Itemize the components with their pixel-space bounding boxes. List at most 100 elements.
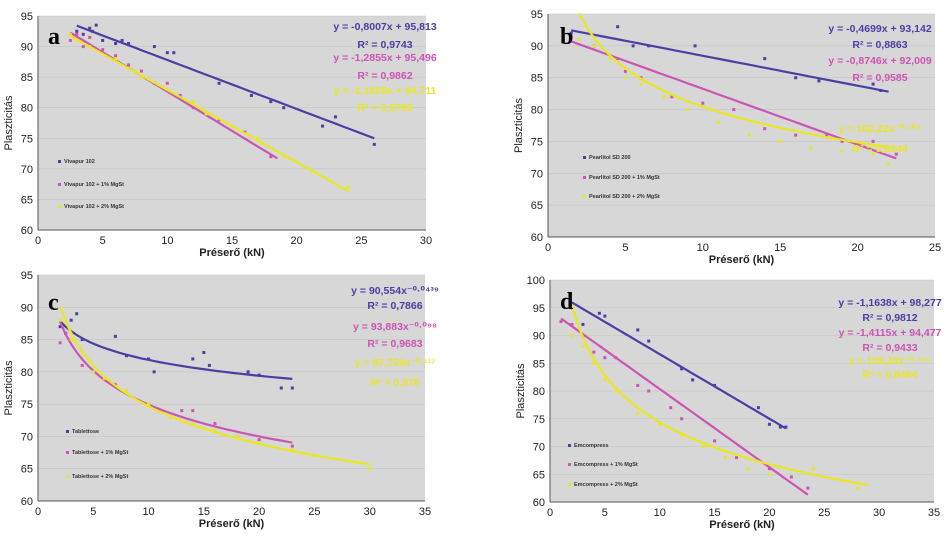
data-point xyxy=(794,76,798,80)
legend-label: Emcompress + 2% MgSt xyxy=(574,482,638,488)
legend-marker xyxy=(568,444,571,447)
data-point xyxy=(658,422,662,426)
equation-label: y = 102,22x⁻⁰·¹⁰⁴ xyxy=(839,123,922,135)
data-point xyxy=(124,389,128,393)
data-point xyxy=(747,133,751,137)
trendline xyxy=(76,24,375,140)
data-point xyxy=(577,37,581,41)
data-point xyxy=(165,51,169,55)
y-tick-label: 85 xyxy=(531,73,543,85)
y-tick-label: 70 xyxy=(21,164,33,176)
y-axis-label-c: Plaszticitás xyxy=(3,360,15,416)
y-tick-label: 85 xyxy=(21,72,33,84)
trendline xyxy=(560,317,809,496)
panel-c: 60 65 70 75 80 85 90 95 0 5 10 15 20 25 30 35 Préserő (k… xyxy=(3,270,439,530)
y-tick-label: 95 xyxy=(533,303,545,315)
trendline xyxy=(570,304,869,487)
data-point xyxy=(282,106,286,110)
data-point xyxy=(290,444,294,448)
r-squared-label: R² = 0,8863 xyxy=(852,39,907,51)
data-point xyxy=(101,38,105,42)
panel-letter-d: d xyxy=(560,289,574,315)
r-squared-label: R² = 0,9743 xyxy=(357,39,412,51)
data-point xyxy=(165,81,169,85)
data-point xyxy=(139,69,143,73)
y-tick-label: 80 xyxy=(21,103,33,115)
x-tick-label: 0 xyxy=(35,235,41,247)
trendline xyxy=(571,301,787,430)
data-point xyxy=(191,357,195,361)
legend-label: Tablettose + 2% MgSt xyxy=(72,474,128,480)
data-point xyxy=(81,45,85,49)
data-point xyxy=(789,475,793,479)
y-tick-label: 65 xyxy=(21,194,33,206)
data-point xyxy=(767,467,771,471)
r-squared-label: R² = 0,7866 xyxy=(367,300,422,312)
trendline xyxy=(59,321,293,444)
data-point xyxy=(68,32,72,36)
x-tick-label: 5 xyxy=(602,507,608,519)
x-tick-label: 0 xyxy=(545,242,551,254)
data-point xyxy=(794,133,798,137)
data-point xyxy=(58,325,62,329)
data-point xyxy=(840,139,844,143)
y-axis-label-a: Plaszticitás xyxy=(3,95,15,151)
x-tick-label: 25 xyxy=(818,507,830,519)
x-tick-label: 35 xyxy=(928,507,940,519)
y-axis-label-d: Plaszticitás xyxy=(515,363,527,419)
data-point xyxy=(147,402,151,406)
equation-label: y = 93,883x⁻⁰·⁰⁹⁸ xyxy=(353,321,437,333)
trendline xyxy=(69,31,278,160)
data-point xyxy=(101,48,105,52)
r-squared-label: R² = 0,9812 xyxy=(862,312,917,324)
x-tick-label: 30 xyxy=(873,507,885,519)
panel-letter-c: c xyxy=(48,290,59,316)
legend-marker xyxy=(58,205,61,208)
x-tick-label: 20 xyxy=(763,507,775,519)
trendline xyxy=(69,34,349,192)
data-point xyxy=(603,378,607,382)
panel-b: 60 65 70 75 80 85 90 95 0 5 10 15 20 25 Préserő (kN) Pl… xyxy=(513,9,941,266)
x-axis-label-a: Préserő (kN) xyxy=(199,247,265,259)
legend-marker xyxy=(58,183,61,186)
data-point xyxy=(88,35,92,39)
legend-marker xyxy=(583,156,586,159)
data-point xyxy=(716,120,720,124)
data-point xyxy=(608,57,612,61)
data-point xyxy=(191,100,195,104)
data-point xyxy=(691,378,695,382)
x-axis-label-b: Préserő (kN) xyxy=(709,254,775,266)
data-point xyxy=(662,95,666,99)
series-a-1 xyxy=(75,23,376,146)
data-point xyxy=(279,386,283,390)
data-point xyxy=(569,34,573,38)
data-point xyxy=(623,76,627,80)
data-point xyxy=(592,350,596,354)
y-tick-label: 60 xyxy=(21,496,33,508)
equation-label: y = -0,4699x + 93,142 xyxy=(828,23,931,35)
data-point xyxy=(80,338,84,342)
data-point xyxy=(685,108,689,112)
y-tick-label: 70 xyxy=(533,442,545,454)
data-point xyxy=(204,112,208,116)
x-tick-label: 10 xyxy=(654,507,666,519)
x-tick-label: 20 xyxy=(851,242,863,254)
legend-marker xyxy=(583,176,586,179)
legend-marker xyxy=(66,430,69,433)
data-point xyxy=(745,467,749,471)
x-tick-label: 20 xyxy=(253,506,265,518)
y-tick-label: 100 xyxy=(527,275,545,287)
y-tick-label: 80 xyxy=(21,367,33,379)
r-squared-label: R² = 0,8484 xyxy=(862,369,917,381)
legend-label: Vivapur 102 + 2% MgSt xyxy=(64,204,124,210)
y-tick-label: 80 xyxy=(531,105,543,117)
data-point xyxy=(114,42,118,46)
data-point xyxy=(102,376,106,380)
data-point xyxy=(570,322,574,326)
equation-label: y = -1,2855x + 95,496 xyxy=(333,52,436,64)
data-point xyxy=(647,339,651,343)
series-d-3 xyxy=(570,304,869,490)
y-tick-label: 60 xyxy=(531,232,543,244)
data-point xyxy=(68,38,72,42)
